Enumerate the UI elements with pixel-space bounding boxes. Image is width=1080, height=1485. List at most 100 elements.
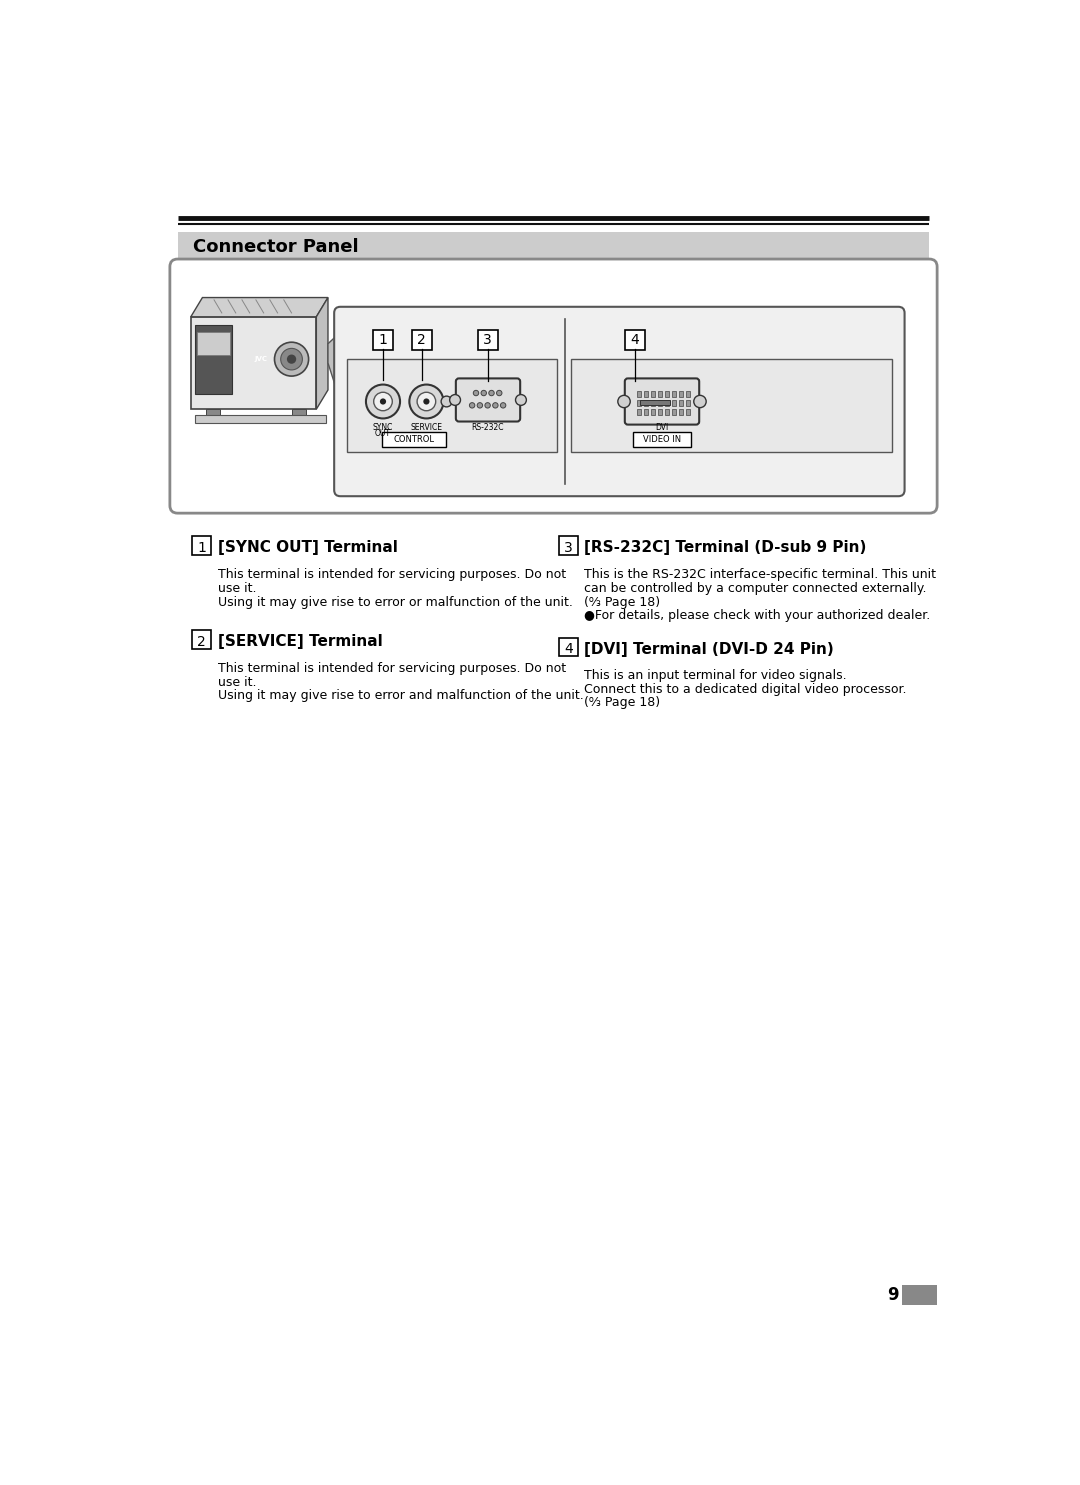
FancyBboxPatch shape — [170, 258, 937, 514]
Bar — [644, 391, 648, 396]
Text: Connector Panel: Connector Panel — [193, 238, 359, 255]
FancyBboxPatch shape — [559, 536, 578, 555]
FancyBboxPatch shape — [633, 432, 691, 447]
Bar — [672, 391, 676, 396]
Circle shape — [618, 395, 631, 408]
Text: (↉ Page 18): (↉ Page 18) — [584, 595, 661, 609]
FancyBboxPatch shape — [559, 639, 578, 656]
Text: (↉ Page 18): (↉ Page 18) — [584, 696, 661, 710]
Bar — [197, 333, 230, 355]
Bar — [651, 391, 656, 396]
Bar — [637, 391, 642, 396]
Circle shape — [281, 349, 302, 370]
Circle shape — [485, 402, 490, 408]
Bar — [651, 399, 656, 405]
Circle shape — [287, 355, 296, 364]
Circle shape — [500, 402, 505, 408]
Bar — [902, 1285, 937, 1305]
Text: SYNC: SYNC — [373, 423, 393, 432]
Text: SERVICE: SERVICE — [410, 423, 443, 432]
Circle shape — [492, 402, 498, 408]
Text: 9: 9 — [887, 1286, 899, 1304]
FancyBboxPatch shape — [411, 330, 432, 350]
Circle shape — [417, 392, 435, 411]
FancyBboxPatch shape — [334, 307, 905, 496]
Bar — [637, 399, 642, 405]
Bar — [640, 399, 670, 404]
Bar — [658, 410, 662, 416]
Bar — [672, 399, 676, 405]
Circle shape — [470, 402, 475, 408]
Text: 3: 3 — [483, 333, 492, 347]
Bar — [686, 410, 690, 416]
FancyBboxPatch shape — [192, 630, 211, 649]
Circle shape — [473, 391, 478, 395]
Bar — [679, 399, 683, 405]
Text: [SYNC OUT] Terminal: [SYNC OUT] Terminal — [218, 541, 397, 555]
Circle shape — [497, 391, 502, 395]
FancyBboxPatch shape — [477, 330, 498, 350]
Bar — [177, 232, 930, 261]
Text: Using it may give rise to error and malfunction of the unit.: Using it may give rise to error and malf… — [218, 689, 583, 702]
FancyBboxPatch shape — [192, 536, 211, 555]
Bar — [651, 410, 656, 416]
Bar — [571, 359, 892, 451]
Polygon shape — [316, 297, 328, 410]
Text: 1: 1 — [198, 541, 206, 555]
Polygon shape — [191, 297, 328, 316]
FancyBboxPatch shape — [373, 330, 393, 350]
Text: Connect this to a dedicated digital video processor.: Connect this to a dedicated digital vide… — [584, 683, 907, 695]
Text: This is the RS-232C interface-specific terminal. This unit: This is the RS-232C interface-specific t… — [584, 567, 936, 581]
Bar — [679, 410, 683, 416]
Bar — [679, 391, 683, 396]
Text: RS-232C: RS-232C — [471, 423, 504, 432]
Bar — [206, 410, 220, 416]
Circle shape — [477, 402, 483, 408]
Bar — [644, 399, 648, 405]
Circle shape — [274, 342, 309, 376]
Text: use it.: use it. — [218, 582, 256, 594]
Bar — [672, 410, 676, 416]
Text: 4: 4 — [564, 643, 572, 656]
Text: can be controlled by a computer connected externally.: can be controlled by a computer connecte… — [584, 582, 927, 594]
Circle shape — [489, 391, 495, 395]
Text: OUT: OUT — [375, 429, 391, 438]
Text: 3: 3 — [564, 541, 572, 555]
FancyBboxPatch shape — [382, 432, 446, 447]
Text: This terminal is intended for servicing purposes. Do not: This terminal is intended for servicing … — [218, 662, 566, 674]
Bar — [686, 399, 690, 405]
Bar — [658, 399, 662, 405]
Text: 4: 4 — [631, 333, 639, 347]
Bar — [637, 410, 642, 416]
Circle shape — [449, 395, 460, 405]
Text: [DVI] Terminal (DVI-D 24 Pin): [DVI] Terminal (DVI-D 24 Pin) — [584, 642, 834, 656]
Text: 2: 2 — [198, 634, 206, 649]
Circle shape — [380, 398, 387, 404]
Text: This is an input terminal for video signals.: This is an input terminal for video sign… — [584, 670, 847, 683]
Bar — [194, 416, 326, 423]
Text: 2: 2 — [417, 333, 427, 347]
Circle shape — [481, 391, 486, 395]
Bar — [665, 410, 669, 416]
Bar — [665, 399, 669, 405]
Text: Using it may give rise to error or malfunction of the unit.: Using it may give rise to error or malfu… — [218, 595, 572, 609]
Circle shape — [441, 396, 451, 407]
Text: JVC: JVC — [254, 356, 267, 362]
Bar — [686, 391, 690, 396]
FancyBboxPatch shape — [625, 379, 699, 425]
Text: use it.: use it. — [218, 676, 256, 689]
Text: VIDEO IN: VIDEO IN — [643, 435, 681, 444]
Circle shape — [409, 385, 444, 419]
Text: CONTROL: CONTROL — [393, 435, 434, 444]
Circle shape — [374, 392, 392, 411]
Text: ●For details, please check with your authorized dealer.: ●For details, please check with your aut… — [584, 609, 931, 622]
Bar — [665, 391, 669, 396]
Circle shape — [693, 395, 706, 408]
Text: 1: 1 — [379, 333, 388, 347]
Bar — [658, 391, 662, 396]
Bar — [194, 325, 232, 394]
Circle shape — [366, 385, 400, 419]
Text: This terminal is intended for servicing purposes. Do not: This terminal is intended for servicing … — [218, 567, 566, 581]
FancyBboxPatch shape — [625, 330, 645, 350]
Bar — [644, 410, 648, 416]
